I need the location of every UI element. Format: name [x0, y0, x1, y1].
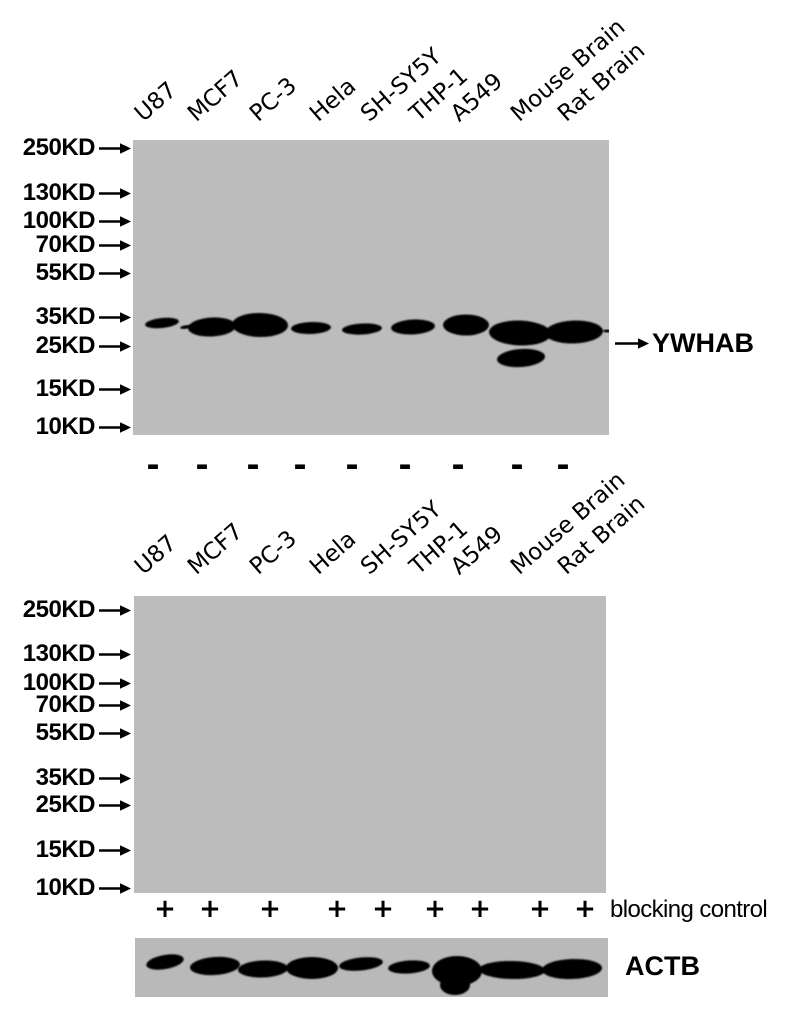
treatment-symbol-plus: + — [259, 894, 281, 924]
treatment-symbol-plus: + — [372, 894, 394, 924]
mw-marker-15kd: 15KD — [0, 835, 131, 865]
lane-label-mcf7: MCF7 — [182, 518, 249, 580]
mw-marker-text: 55KD — [35, 259, 96, 286]
mw-marker-text: 55KD — [35, 719, 96, 746]
treatment-symbol-plus: + — [424, 894, 446, 924]
mw-marker-text: 15KD — [35, 836, 96, 863]
lane-label-mcf7: MCF7 — [182, 65, 249, 127]
mw-marker-text: 250KD — [22, 134, 96, 161]
mw-marker-arrow-icon — [99, 311, 131, 323]
lane-label-pc-3: PC-3 — [244, 72, 302, 127]
mw-marker-15kd: 15KD — [0, 374, 131, 404]
mw-marker-arrow-icon — [99, 239, 131, 251]
mw-marker-250kd: 250KD — [0, 595, 131, 625]
blot-membrane-blocking-control — [134, 596, 606, 893]
mw-marker-55kd: 55KD — [0, 718, 131, 748]
treatment-symbol-minus: - — [195, 446, 209, 484]
mw-marker-text: 100KD — [22, 207, 96, 234]
mw-marker-arrow-icon — [99, 699, 131, 711]
mw-marker-arrow-icon — [99, 772, 131, 784]
mw-marker-arrow-icon — [99, 215, 131, 227]
treatment-symbol-minus: - — [345, 446, 359, 484]
mw-marker-text: 10KD — [35, 413, 96, 440]
blocking-control-label: blocking control — [610, 896, 768, 923]
lane-label-hela: Hela — [304, 526, 362, 580]
mw-marker-text: 25KD — [35, 332, 96, 359]
mw-marker-text: 100KD — [22, 669, 96, 696]
mw-marker-100kd: 100KD — [0, 206, 131, 236]
mw-marker-text: 25KD — [35, 791, 96, 818]
mw-marker-arrow-icon — [99, 421, 131, 433]
mw-marker-25kd: 25KD — [0, 331, 131, 361]
treatment-symbol-minus: - — [146, 446, 160, 484]
mw-marker-text: 35KD — [35, 303, 96, 330]
mw-marker-text: 70KD — [35, 691, 96, 718]
blot-membrane-ywhab — [133, 140, 609, 435]
mw-marker-text: 130KD — [22, 640, 96, 667]
mw-marker-text: 35KD — [35, 764, 96, 791]
treatment-symbol-minus: - — [556, 446, 570, 484]
target-protein-label: YWHAB — [652, 328, 754, 358]
lane-label-u87: U87 — [129, 77, 182, 127]
mw-marker-130kd: 130KD — [0, 639, 131, 669]
mw-marker-70kd: 70KD — [0, 690, 131, 720]
mw-marker-text: 70KD — [35, 231, 96, 258]
mw-marker-10kd: 10KD — [0, 873, 131, 903]
mw-marker-250kd: 250KD — [0, 133, 131, 163]
mw-marker-arrow-icon — [99, 267, 131, 279]
treatment-symbol-plus: + — [529, 894, 551, 924]
treatment-symbol-minus: - — [398, 446, 412, 484]
mw-marker-arrow-icon — [99, 383, 131, 395]
lane-label-pc-3: PC-3 — [244, 525, 302, 580]
ywhab-arrow-icon — [615, 338, 649, 349]
treatment-symbol-plus: + — [199, 894, 221, 924]
mw-marker-arrow-icon — [99, 142, 131, 154]
treatment-symbol-minus: - — [451, 446, 465, 484]
mw-marker-arrow-icon — [99, 648, 131, 660]
treatment-symbol-minus: - — [246, 446, 260, 484]
loading-control-label: ACTB — [625, 951, 700, 981]
mw-marker-arrow-icon — [99, 187, 131, 199]
mw-marker-arrow-icon — [99, 844, 131, 856]
treatment-symbol-plus: + — [326, 894, 348, 924]
mw-marker-arrow-icon — [99, 882, 131, 894]
treatment-symbol-minus: - — [293, 446, 307, 484]
treatment-symbol-plus: + — [469, 894, 491, 924]
mw-marker-70kd: 70KD — [0, 230, 131, 260]
lane-label-hela: Hela — [304, 73, 362, 127]
mw-marker-35kd: 35KD — [0, 302, 131, 332]
mw-marker-10kd: 10KD — [0, 412, 131, 442]
mw-marker-arrow-icon — [99, 604, 131, 616]
treatment-symbol-plus: + — [154, 894, 176, 924]
mw-marker-text: 130KD — [22, 179, 96, 206]
mw-marker-35kd: 35KD — [0, 763, 131, 793]
mw-marker-arrow-icon — [99, 677, 131, 689]
mw-marker-100kd: 100KD — [0, 668, 131, 698]
treatment-symbol-plus: + — [574, 894, 596, 924]
mw-marker-55kd: 55KD — [0, 258, 131, 288]
mw-marker-arrow-icon — [99, 340, 131, 352]
mw-marker-25kd: 25KD — [0, 790, 131, 820]
mw-marker-arrow-icon — [99, 799, 131, 811]
mw-marker-arrow-icon — [99, 727, 131, 739]
mw-marker-text: 15KD — [35, 375, 96, 402]
mw-marker-text: 250KD — [22, 596, 96, 623]
treatment-symbol-minus: - — [510, 446, 524, 484]
lane-label-u87: U87 — [129, 530, 182, 580]
mw-marker-text: 10KD — [35, 874, 96, 901]
mw-marker-130kd: 130KD — [0, 178, 131, 208]
blot-membrane-actb — [135, 938, 608, 997]
